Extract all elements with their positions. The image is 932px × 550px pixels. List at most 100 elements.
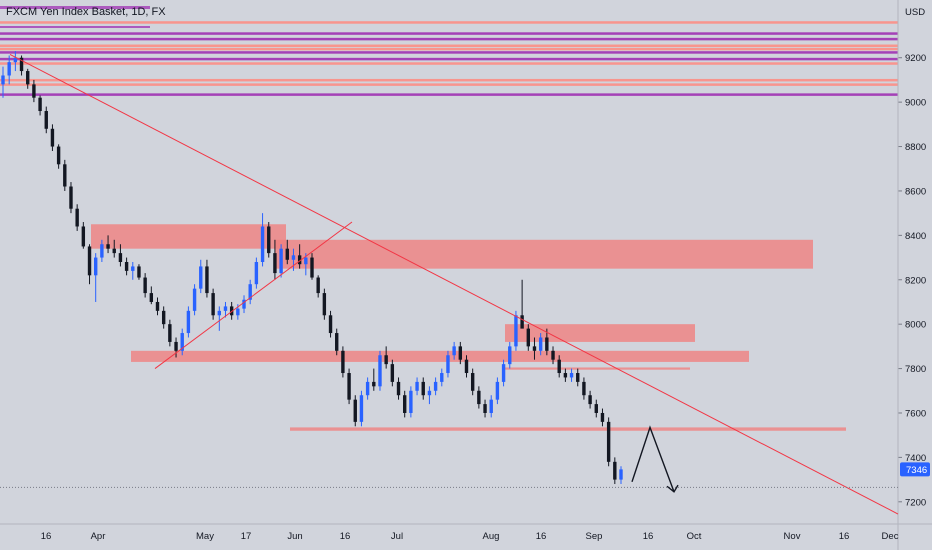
level-line <box>0 57 898 61</box>
candle-body <box>341 350 345 374</box>
candle-body <box>260 226 265 262</box>
price-zone <box>290 427 846 431</box>
x-tick-label: Dec <box>882 531 899 542</box>
candle-body <box>594 404 598 413</box>
candle-body <box>285 248 289 260</box>
candle-body <box>526 328 530 347</box>
candle-body <box>427 390 432 396</box>
candle-body <box>50 128 55 147</box>
level-segment <box>0 6 150 9</box>
x-tick-label: 17 <box>241 531 252 542</box>
candle-body <box>446 355 450 374</box>
candle-body <box>205 266 209 294</box>
candle-body <box>588 395 592 405</box>
candle-body <box>254 262 259 285</box>
level-line <box>0 47 898 51</box>
y-tick-label: 8200 <box>905 275 926 286</box>
candle-body <box>180 333 184 351</box>
y-tick-label: 9000 <box>905 98 926 109</box>
candle-body <box>149 293 154 302</box>
candle-body <box>458 346 463 360</box>
price-zone <box>91 224 286 249</box>
candle-body <box>118 253 123 262</box>
candle-body <box>378 355 382 387</box>
candle-body <box>495 381 500 400</box>
candle-body <box>223 306 228 311</box>
candle-body <box>440 373 444 382</box>
candle-body <box>501 364 506 382</box>
candle-body <box>452 346 456 356</box>
x-tick-label: May <box>196 531 214 542</box>
candle-body <box>557 359 561 374</box>
x-tick-label: 16 <box>643 531 654 542</box>
y-tick-label: 7800 <box>905 364 926 375</box>
candle-body <box>477 390 481 405</box>
candle-body <box>13 57 18 63</box>
currency-label: USD <box>905 7 925 18</box>
candle-body <box>532 346 537 351</box>
y-tick-label: 8600 <box>905 186 926 197</box>
candle-body <box>415 381 419 391</box>
candle-body <box>613 461 617 480</box>
candle-body <box>297 255 302 265</box>
level-line <box>0 21 898 24</box>
candle-body <box>69 186 73 209</box>
x-tick-label: 16 <box>536 531 547 542</box>
candle-body <box>508 346 512 365</box>
candle-body <box>390 364 395 382</box>
candle-body <box>489 399 493 413</box>
candle-body <box>396 381 401 396</box>
candle-body <box>582 381 586 396</box>
candle-body <box>600 412 605 422</box>
candle-body <box>569 373 574 378</box>
projection-arrow <box>631 425 675 493</box>
price-zone <box>275 239 813 269</box>
candle-body <box>7 62 11 76</box>
candle-body <box>335 333 339 351</box>
candle-body <box>155 301 160 311</box>
candle-body <box>217 310 221 316</box>
level-line <box>0 37 898 41</box>
candle-body <box>470 373 475 391</box>
candle-body <box>236 308 240 316</box>
candle-body <box>192 288 197 311</box>
y-tick-label: 8800 <box>905 142 926 153</box>
candle-body <box>328 315 333 334</box>
candle-body <box>384 355 388 365</box>
candle-body <box>38 97 42 112</box>
candle-body <box>403 395 407 413</box>
candle-body <box>359 395 364 422</box>
candle-body <box>365 381 370 396</box>
last-price-label: 7346 <box>906 465 927 476</box>
candle-body <box>1 75 5 85</box>
candle-body <box>56 146 61 165</box>
candle-body <box>100 244 104 258</box>
candle-body <box>32 84 36 98</box>
y-tick-label: 8000 <box>905 320 926 331</box>
candle-body <box>242 299 246 309</box>
price-zone <box>131 350 749 362</box>
candle-body <box>563 373 568 378</box>
x-tick-label: Jul <box>391 531 403 542</box>
ascending-trendline <box>154 221 353 369</box>
candle-body <box>63 164 67 187</box>
candle-body <box>75 208 79 227</box>
level-line <box>0 83 898 86</box>
candle-body <box>112 248 116 254</box>
candle-body <box>124 262 129 271</box>
level-line <box>0 62 898 65</box>
symbol-title: FXCM Yen Index Basket, 1D, FX <box>6 6 166 18</box>
candle-body <box>279 248 283 274</box>
candle-body <box>199 266 203 289</box>
candle-body <box>538 337 543 351</box>
y-tick-label: 7200 <box>905 497 926 508</box>
candle-body <box>26 71 30 85</box>
candle-body <box>131 266 135 271</box>
candle-body <box>248 284 252 300</box>
x-tick-label: 16 <box>340 531 351 542</box>
descending-trendline <box>9 53 899 515</box>
candle-body <box>551 350 555 360</box>
candle-body <box>211 293 215 316</box>
x-tick-label: Nov <box>784 531 801 542</box>
